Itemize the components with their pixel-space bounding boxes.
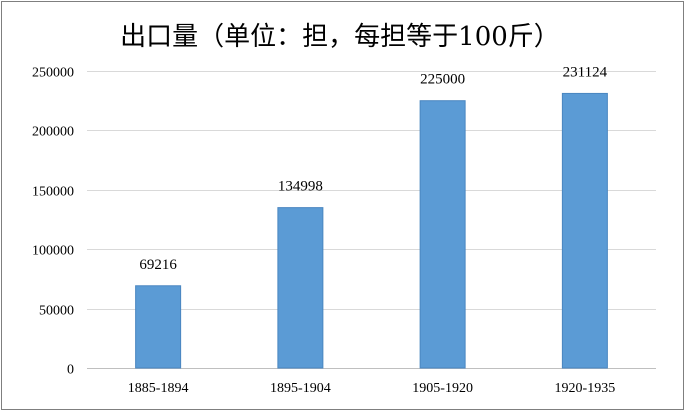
y-tick-label: 50000 (39, 304, 74, 319)
data-label: 134998 (278, 179, 323, 195)
grid-layer (87, 71, 656, 369)
y-axis: 0 50000 100000 150000 200000 250000 (32, 66, 74, 378)
y-tick-label: 250000 (32, 66, 74, 81)
data-labels: 69216 134998 225000 231124 (139, 64, 607, 272)
bar (277, 207, 324, 369)
y-tick-label: 100000 (32, 244, 74, 259)
data-label: 69216 (139, 257, 177, 273)
x-tick-label: 1885-1894 (128, 381, 189, 396)
bar (419, 100, 466, 369)
x-tick-label: 1905-1920 (412, 381, 473, 396)
x-tick-label: 1895-1904 (270, 381, 331, 396)
y-tick-label: 150000 (32, 185, 74, 200)
bar (561, 92, 608, 369)
x-tick-label: 1920-1935 (555, 381, 616, 396)
y-tick-label: 200000 (32, 125, 74, 140)
x-axis: 1885-1894 1895-1904 1905-1920 1920-1935 (128, 381, 615, 396)
bars (135, 92, 608, 369)
bar (135, 285, 182, 369)
data-label: 225000 (420, 72, 465, 88)
chart-title: 出口量（单位：担，每担等于100斤） (120, 22, 560, 52)
data-label: 231124 (563, 64, 608, 80)
y-tick-label: 0 (67, 363, 74, 378)
